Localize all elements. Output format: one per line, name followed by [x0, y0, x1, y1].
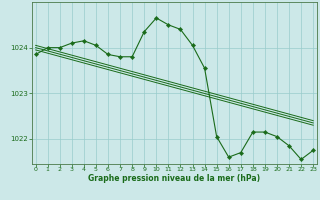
X-axis label: Graphe pression niveau de la mer (hPa): Graphe pression niveau de la mer (hPa) [88, 174, 260, 183]
